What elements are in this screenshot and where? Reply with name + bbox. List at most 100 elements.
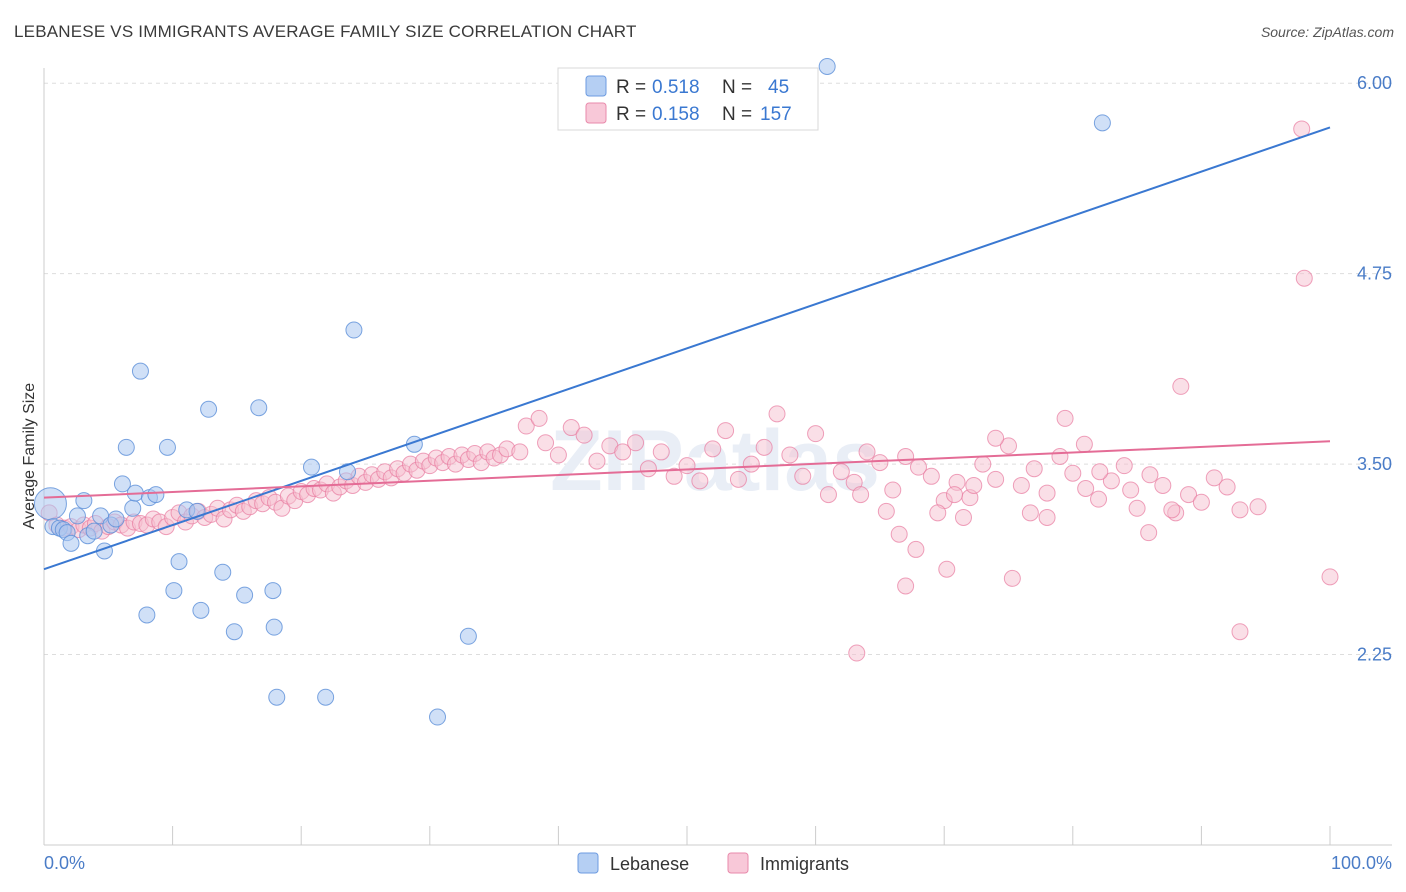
immigrants-point bbox=[511, 443, 529, 461]
lebanese-point bbox=[265, 618, 283, 636]
immigrants-point bbox=[897, 448, 915, 465]
immigrants-point bbox=[871, 454, 889, 472]
immigrants-point bbox=[729, 470, 747, 488]
immigrants-point bbox=[1077, 479, 1095, 497]
legend-box: R = 0.518 N = 45 R = 0.158 N = 157 bbox=[557, 67, 819, 131]
immigrants-point bbox=[848, 644, 866, 662]
immigrants-point bbox=[1038, 508, 1056, 526]
immigrants-point bbox=[1102, 472, 1120, 490]
immigrants-point bbox=[1128, 499, 1146, 517]
lebanese-point bbox=[170, 553, 188, 571]
immigrants-point bbox=[1180, 486, 1198, 504]
immigrants-point bbox=[1090, 490, 1108, 508]
x-tick-label-max: 100.0% bbox=[1331, 853, 1392, 873]
x-tick-label-min: 0.0% bbox=[44, 853, 85, 873]
lebanese-point bbox=[268, 688, 286, 706]
y-tick-label: 2.25 bbox=[1357, 645, 1392, 665]
immigrants-point bbox=[1000, 437, 1017, 455]
immigrants-point bbox=[678, 457, 696, 475]
lebanese-trend-line bbox=[43, 126, 1331, 571]
immigrants-point bbox=[987, 470, 1005, 488]
immigrants-point bbox=[1192, 493, 1210, 511]
immigrants-point bbox=[954, 508, 972, 526]
immigrants-point bbox=[877, 502, 895, 520]
lebanese-point bbox=[225, 623, 243, 641]
legend-n-label-2: N = bbox=[722, 104, 752, 125]
immigrants-point bbox=[781, 446, 799, 464]
chart-title: LEBANESE VS IMMIGRANTS AVERAGE FAMILY SI… bbox=[14, 22, 637, 41]
y-axis-label: Average Family Size bbox=[21, 383, 38, 530]
immigrants-point bbox=[1205, 469, 1223, 487]
immigrants-point bbox=[1038, 484, 1056, 502]
legend-n-label-1: N = bbox=[722, 77, 752, 98]
lebanese-point bbox=[117, 438, 135, 456]
bottom-legend-label-lebanese: Lebanese bbox=[610, 854, 689, 874]
legend-r-value-2: 0.158 bbox=[652, 104, 700, 125]
immigrants-point bbox=[884, 481, 902, 499]
immigrants-point bbox=[819, 486, 837, 504]
y-tick-label: 6.00 bbox=[1357, 73, 1392, 93]
immigrants-point bbox=[929, 504, 947, 522]
immigrants-point bbox=[1115, 457, 1133, 475]
lebanese-point bbox=[124, 499, 142, 517]
immigrants-trend-line bbox=[43, 440, 1331, 499]
x-axis-ticks bbox=[43, 826, 1331, 845]
immigrants-point bbox=[627, 434, 645, 452]
immigrants-point bbox=[1091, 463, 1109, 481]
lebanese-point bbox=[236, 586, 254, 604]
immigrants-point bbox=[890, 525, 908, 543]
bottom-legend-swatch-lebanese bbox=[577, 852, 599, 874]
immigrants-point bbox=[1295, 269, 1313, 287]
immigrants-point bbox=[1056, 409, 1074, 427]
immigrants-point bbox=[1249, 498, 1267, 516]
trend-lines bbox=[43, 126, 1331, 571]
lebanese-point bbox=[345, 321, 363, 339]
immigrants-points bbox=[40, 120, 1339, 662]
lebanese-point bbox=[33, 487, 67, 521]
y-tick-label: 4.75 bbox=[1357, 264, 1392, 284]
immigrants-point bbox=[588, 452, 606, 470]
lebanese-point bbox=[200, 400, 218, 418]
immigrants-point bbox=[1321, 568, 1339, 586]
lebanese-point bbox=[429, 708, 447, 726]
immigrants-point bbox=[1218, 478, 1236, 496]
lebanese-point bbox=[165, 582, 183, 600]
immigrants-point bbox=[717, 422, 735, 440]
legend-swatch-immigrants bbox=[585, 102, 607, 124]
immigrants-point bbox=[922, 467, 940, 485]
axes bbox=[43, 68, 1392, 846]
legend-r-value-1: 0.518 bbox=[652, 77, 700, 98]
immigrants-point bbox=[1122, 481, 1140, 499]
immigrants-point bbox=[691, 472, 709, 490]
immigrants-point bbox=[1051, 448, 1069, 465]
immigrants-point bbox=[530, 409, 548, 427]
lebanese-point bbox=[264, 582, 282, 600]
lebanese-point bbox=[131, 362, 149, 380]
immigrants-point bbox=[1012, 476, 1030, 494]
immigrants-point bbox=[517, 417, 535, 435]
immigrants-point bbox=[1064, 464, 1082, 482]
lebanese-point bbox=[107, 510, 125, 528]
lebanese-point bbox=[113, 475, 131, 493]
lebanese-point bbox=[250, 399, 268, 417]
bottom-legend-swatch-immigrants bbox=[727, 852, 749, 874]
lebanese-point bbox=[338, 463, 356, 481]
lebanese-point bbox=[147, 486, 165, 504]
legend-swatch-lebanese bbox=[585, 75, 607, 97]
immigrants-point bbox=[807, 425, 825, 443]
immigrants-point bbox=[1154, 476, 1172, 494]
y-tick-label: 3.50 bbox=[1357, 454, 1392, 474]
lebanese-point bbox=[302, 458, 320, 476]
legend-r-label-2: R = bbox=[616, 104, 646, 125]
immigrants-point bbox=[1141, 466, 1159, 484]
immigrants-point bbox=[852, 486, 870, 504]
legend-n-value-1: 45 bbox=[768, 77, 789, 98]
source-credit: Source: ZipAtlas.com bbox=[1260, 24, 1394, 40]
lebanese-point bbox=[62, 534, 80, 552]
lebanese-point bbox=[214, 563, 232, 581]
immigrants-point bbox=[794, 467, 812, 485]
immigrants-point bbox=[858, 443, 876, 461]
immigrants-point bbox=[832, 463, 850, 481]
lebanese-point bbox=[1093, 114, 1111, 132]
